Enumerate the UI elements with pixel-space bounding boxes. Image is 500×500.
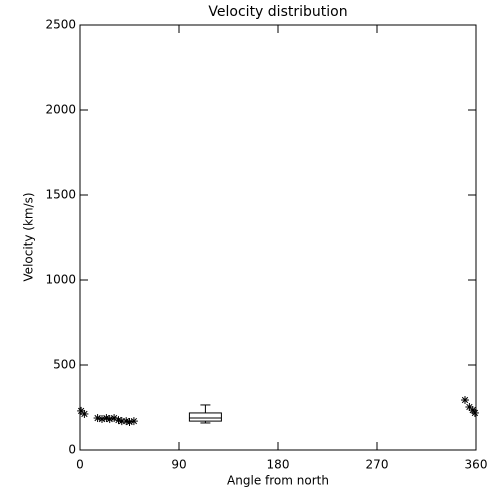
point-stroke	[98, 415, 106, 423]
box-body	[188, 412, 222, 422]
y-tick-label: 2500	[45, 18, 76, 32]
x-tick-label: 270	[366, 458, 389, 472]
y-axis-label: Velocity (km/s)	[22, 192, 36, 281]
y-tick-label: 2000	[45, 103, 76, 117]
point	[129, 417, 138, 426]
y-tick-label: 1500	[45, 188, 76, 202]
y-tick-label: 0	[68, 443, 76, 457]
x-tick-label: 360	[465, 458, 488, 472]
x-tick-label: 180	[267, 458, 290, 472]
point-stroke	[103, 414, 110, 422]
point-stroke	[130, 417, 138, 425]
point-stroke	[77, 407, 85, 415]
point-stroke	[115, 416, 122, 424]
x-tick-label: 0	[76, 458, 84, 472]
chart-title: Velocity distribution	[208, 4, 347, 20]
point	[93, 414, 102, 423]
point-stroke	[110, 414, 118, 422]
x-tick-label: 90	[171, 458, 186, 472]
point-stroke	[466, 403, 473, 411]
point	[80, 409, 89, 418]
point-stroke	[126, 418, 133, 426]
point	[461, 396, 469, 405]
point	[470, 408, 479, 417]
point-stroke	[471, 409, 479, 417]
y-tick-label: 1000	[45, 273, 76, 287]
point-stroke	[461, 396, 469, 404]
x-axis-label: Angle from north	[227, 474, 329, 488]
point-stroke	[81, 410, 88, 418]
point-stroke	[106, 415, 113, 423]
point-stroke	[123, 417, 130, 425]
y-tick-label: 500	[53, 358, 76, 372]
